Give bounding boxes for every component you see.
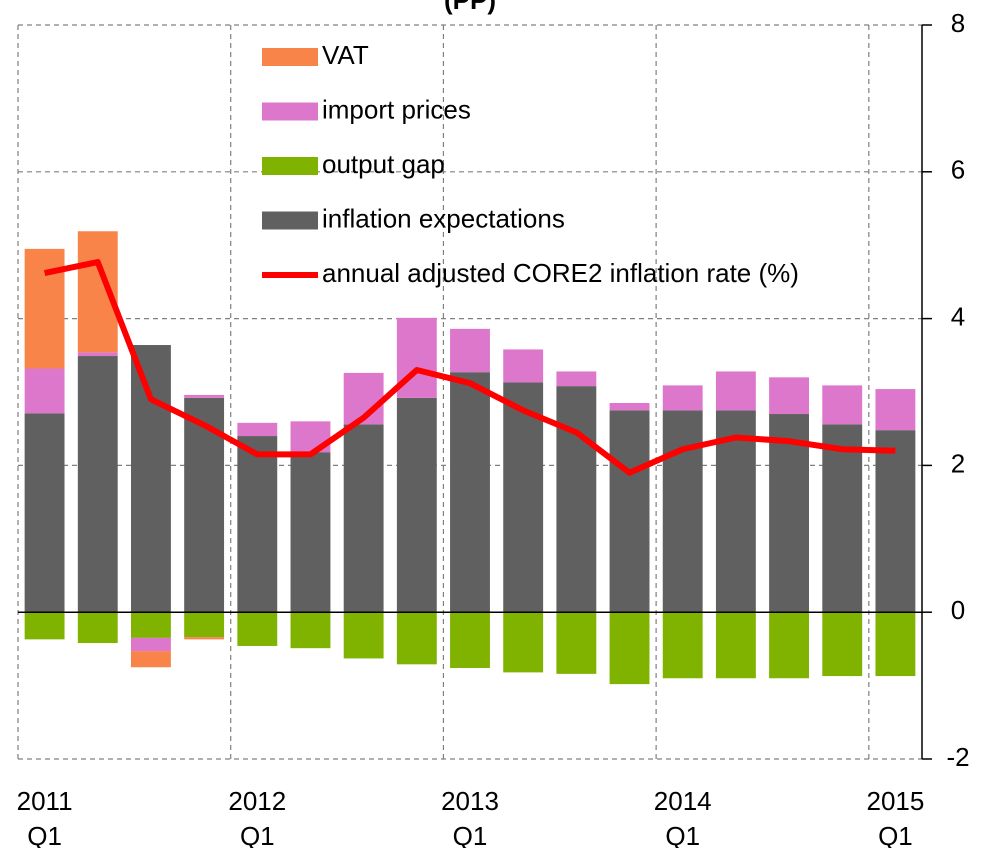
bar — [822, 424, 863, 613]
x-tick-label: 2012 — [228, 786, 286, 816]
chart-title: (PP) — [444, 0, 496, 15]
legend-swatch — [262, 211, 318, 230]
bar — [77, 352, 118, 357]
bar — [237, 436, 278, 613]
bar — [184, 637, 225, 640]
bar — [503, 349, 544, 383]
bar — [184, 612, 225, 638]
bar — [450, 328, 490, 373]
bar — [237, 422, 278, 437]
bar — [24, 612, 65, 640]
bar — [131, 637, 171, 652]
y-tick-label: 0 — [951, 595, 965, 625]
x-tick-label: 2011 — [17, 786, 73, 816]
bar — [396, 397, 437, 613]
bar — [450, 612, 490, 668]
bar — [609, 612, 650, 685]
bar — [609, 410, 650, 613]
bar — [875, 612, 916, 677]
bar — [24, 248, 65, 369]
bar — [131, 612, 171, 638]
bar — [131, 345, 171, 613]
legend-swatch — [262, 48, 318, 66]
x-tick-label: Q1 — [665, 821, 700, 848]
bar — [715, 371, 756, 411]
legend-label: output gap — [322, 149, 445, 179]
bar — [769, 612, 809, 679]
legend-swatch — [262, 157, 318, 175]
bar — [24, 368, 65, 414]
bar — [556, 386, 597, 613]
bar — [875, 430, 916, 613]
x-tick-label: Q1 — [240, 821, 275, 848]
line — [43, 259, 896, 476]
bar — [131, 651, 171, 668]
x-tick-label: Q1 — [878, 821, 913, 848]
bar — [769, 377, 809, 415]
bar — [503, 382, 544, 613]
bar — [662, 385, 703, 411]
bar — [77, 356, 118, 613]
bar — [24, 413, 65, 613]
bar — [662, 612, 703, 679]
bar — [715, 410, 756, 613]
bar — [769, 414, 809, 613]
legend-swatch — [262, 102, 318, 121]
bar — [77, 612, 118, 644]
bar — [503, 612, 544, 673]
bar — [290, 612, 331, 649]
bar — [609, 403, 650, 411]
y-tick-label: -2 — [946, 742, 969, 772]
bar — [184, 394, 225, 398]
y-tick-label: 6 — [951, 155, 965, 185]
legend-label: VAT — [322, 40, 369, 70]
bar — [343, 612, 384, 659]
legend-label: inflation expectations — [322, 203, 565, 233]
x-tick-label: 2013 — [441, 786, 499, 816]
bar — [715, 612, 756, 679]
bar — [662, 410, 703, 613]
x-tick-label: 2014 — [654, 786, 712, 816]
bar — [822, 612, 863, 677]
x-tick-label: 2015 — [866, 786, 924, 816]
bar — [556, 612, 597, 674]
legend-label: annual adjusted CORE2 inflation rate (%) — [322, 258, 799, 288]
legend-label: import prices — [322, 94, 471, 124]
x-tick-label: Q1 — [453, 821, 488, 848]
bar — [237, 612, 278, 646]
bar — [556, 371, 597, 387]
bar — [396, 612, 437, 665]
y-tick-label: 2 — [951, 448, 965, 478]
bar — [875, 389, 916, 431]
bar — [450, 372, 490, 613]
bar — [290, 452, 331, 613]
bar — [822, 385, 863, 425]
y-tick-label: 8 — [951, 8, 965, 38]
bar — [343, 424, 384, 613]
x-tick-label: Q1 — [27, 821, 62, 848]
y-tick-label: 4 — [951, 301, 965, 331]
